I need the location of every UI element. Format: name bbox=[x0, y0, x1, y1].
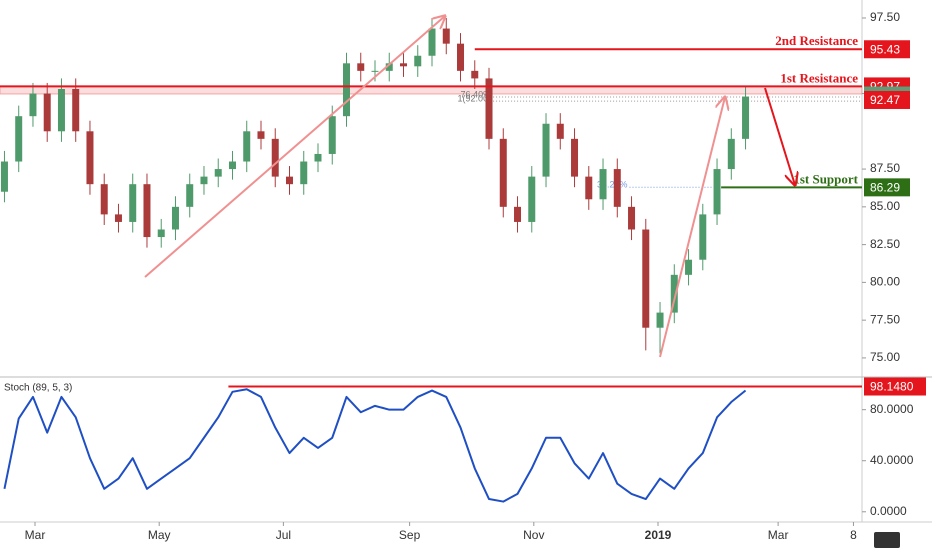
candle-body bbox=[528, 176, 536, 222]
candle-body bbox=[271, 138, 279, 177]
candle-body bbox=[613, 169, 621, 207]
fib-label: 76.40% bbox=[461, 89, 492, 99]
candle-body bbox=[485, 78, 493, 139]
y-tick-label: 97.50 bbox=[870, 10, 900, 24]
x-tick-label: 8 bbox=[850, 528, 857, 542]
candle-body bbox=[285, 176, 293, 185]
candle-body bbox=[243, 131, 251, 162]
indicator-title: Stoch (89, 5, 3) bbox=[4, 383, 72, 394]
candle-body bbox=[0, 161, 8, 192]
candle-body bbox=[357, 63, 365, 71]
x-tick-label: Jul bbox=[276, 528, 291, 542]
candle-body bbox=[742, 96, 750, 139]
x-tick-label: May bbox=[148, 528, 171, 542]
price-tag bbox=[864, 40, 910, 59]
y-tick-label: 77.50 bbox=[870, 312, 900, 326]
candle-body bbox=[300, 161, 308, 185]
candle-body bbox=[642, 229, 650, 328]
resistance-zone bbox=[0, 85, 863, 95]
candle-body bbox=[129, 184, 137, 222]
candle-body bbox=[699, 214, 707, 260]
candle-body bbox=[385, 63, 393, 71]
price-tag-label: 98.1480 bbox=[870, 380, 914, 394]
y-tick-label: 75.00 bbox=[870, 350, 900, 364]
candle-body bbox=[670, 274, 678, 313]
candle-body bbox=[15, 116, 23, 162]
candle-body bbox=[43, 93, 51, 132]
candle-body bbox=[599, 169, 607, 200]
forecast-arrow bbox=[764, 87, 795, 185]
candle-body bbox=[556, 123, 564, 139]
fib-label: 1(92.00) bbox=[458, 93, 492, 103]
x-tick-label: 2019 bbox=[645, 528, 672, 542]
candle-body bbox=[228, 161, 236, 170]
candle-body bbox=[457, 43, 465, 71]
y-tick-label: 0.0000 bbox=[870, 504, 907, 518]
y-tick-label: 40.0000 bbox=[870, 453, 914, 467]
y-tick-label: 80.0000 bbox=[870, 402, 914, 416]
y-tick-label: 80.00 bbox=[870, 275, 900, 289]
price-tag bbox=[864, 90, 910, 109]
y-tick-label: 85.00 bbox=[870, 199, 900, 213]
level-label: 1st Resistance bbox=[780, 70, 858, 85]
candle-body bbox=[57, 88, 65, 132]
candle-body bbox=[656, 312, 664, 328]
level-label: 2nd Resistance bbox=[775, 33, 858, 48]
candle-body bbox=[342, 63, 350, 117]
candle-body bbox=[214, 169, 222, 177]
candle-body bbox=[713, 169, 721, 215]
price-tag-label: 95.43 bbox=[870, 42, 900, 56]
candle-body bbox=[542, 123, 550, 177]
candle-body bbox=[72, 88, 80, 132]
candle-body bbox=[514, 206, 522, 222]
fib-label: 38.20% bbox=[597, 180, 628, 190]
candle-body bbox=[727, 138, 735, 170]
price-tag bbox=[864, 178, 910, 197]
candle-body bbox=[585, 176, 593, 200]
candle-body bbox=[499, 138, 507, 207]
candle-body bbox=[628, 206, 636, 230]
trend-arrow bbox=[144, 16, 445, 278]
logo bbox=[874, 532, 900, 548]
x-tick-label: Sep bbox=[399, 528, 421, 542]
candle-body bbox=[143, 184, 151, 238]
candle-body bbox=[685, 259, 693, 275]
price-tag-label: 92.47 bbox=[870, 93, 900, 107]
candle-body bbox=[186, 184, 194, 207]
x-tick-label: Nov bbox=[523, 528, 544, 542]
x-tick-label: Mar bbox=[768, 528, 789, 542]
candle-body bbox=[100, 184, 108, 215]
candle-body bbox=[571, 138, 579, 177]
candle-body bbox=[257, 131, 265, 139]
stoch-line bbox=[3, 388, 747, 503]
candle-body bbox=[157, 229, 165, 238]
candle-body bbox=[171, 206, 179, 230]
candle-body bbox=[442, 28, 450, 44]
candle-body bbox=[428, 28, 436, 56]
price-tag-label: 86.29 bbox=[870, 181, 900, 195]
candle-body bbox=[328, 116, 336, 154]
candle-body bbox=[86, 131, 94, 185]
candle-body bbox=[414, 55, 422, 67]
candle-body bbox=[29, 93, 37, 117]
y-tick-label: 87.50 bbox=[870, 161, 900, 175]
candle-body bbox=[471, 70, 479, 79]
x-tick-label: Mar bbox=[25, 528, 46, 542]
y-tick-label: 82.50 bbox=[870, 237, 900, 251]
candle-body bbox=[400, 63, 408, 67]
level-label: 1st Support bbox=[793, 171, 858, 186]
price-tag bbox=[864, 377, 926, 396]
candle-body bbox=[314, 153, 322, 162]
trend-arrow bbox=[659, 97, 725, 358]
candle-body bbox=[114, 214, 122, 222]
candle-body bbox=[200, 176, 208, 185]
candle-body bbox=[371, 70, 379, 72]
